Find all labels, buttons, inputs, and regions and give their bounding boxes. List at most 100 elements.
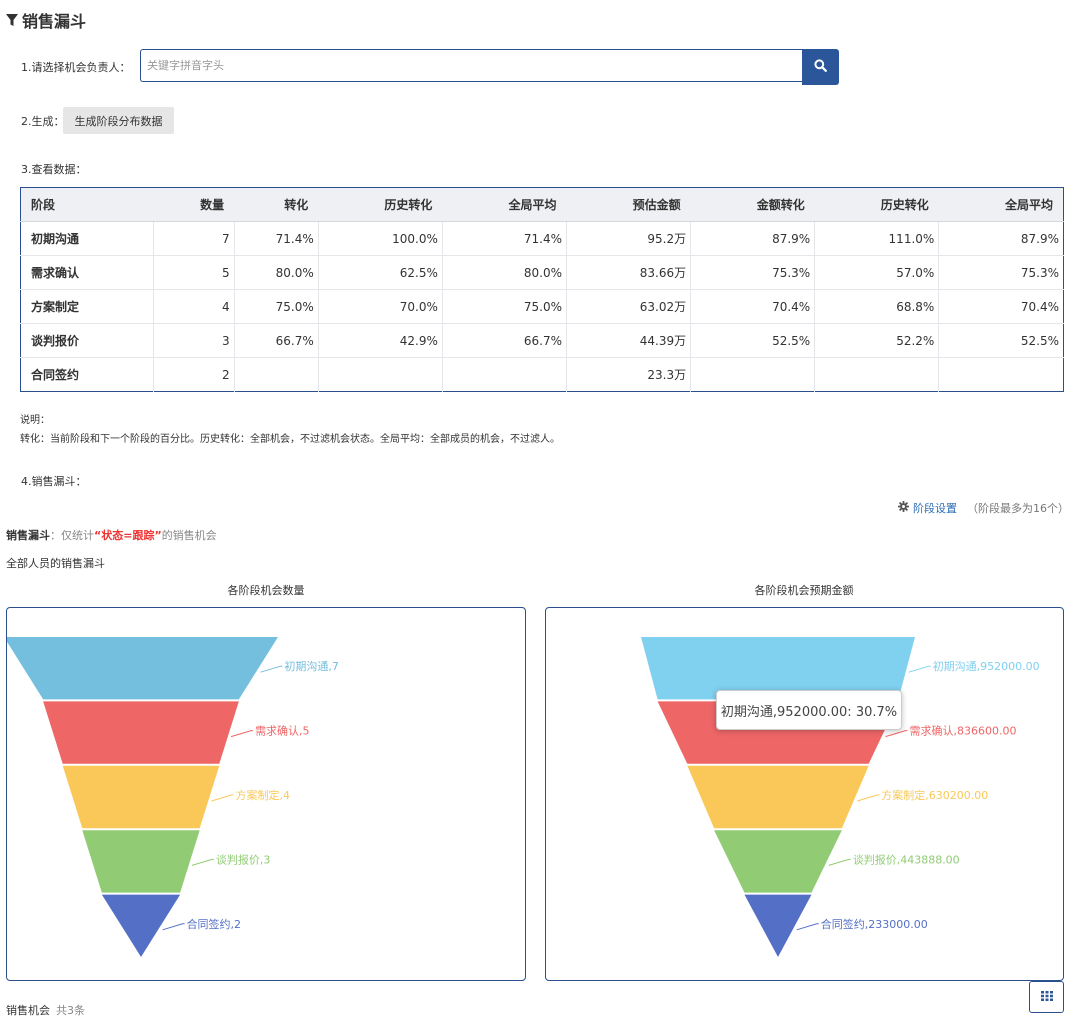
footer-count: 共3条 [56,1004,85,1017]
funnel-label-line [162,923,185,931]
funnel-desc-label: 销售漏斗 [6,529,50,542]
funnel-label: 谈判报价,443888.00 [853,852,960,866]
col-header: 预估金额 [566,187,691,222]
table-cell: 需求确认 [20,255,154,290]
table-cell: 87.9% [938,221,1064,256]
funnel-label-line [230,730,254,738]
grid-view-button[interactable] [1029,981,1064,1013]
table-cell: 5 [153,255,235,290]
stage-settings: 阶段设置 （阶段最多为16个） [898,500,1069,516]
scope-label: 全部人员的销售漏斗 [6,557,105,570]
funnel-label-line [796,923,819,931]
table-cell: 75.3% [690,255,816,290]
table-cell: 68.8% [814,289,940,324]
funnel-segment[interactable] [641,637,915,700]
table-cell: 87.9% [690,221,816,256]
search-icon [814,59,827,75]
table-cell: 52.5% [938,323,1064,358]
table-cell: 初期沟通 [20,221,154,256]
table-row: 合同签约 2 23.3万 [20,357,1064,392]
table-cell: 71.4% [442,221,567,256]
grid-icon [1040,990,1053,1004]
table-cell: 3 [153,323,235,358]
opportunities-footer: 销售机会 共3条 [6,1002,85,1018]
footer-label: 销售机会 [6,1004,50,1017]
table-cell: 合同签约 [20,357,154,392]
stage-data-table: 阶段 数量 转化 历史转化 全局平均 预估金额 金额转化 历史转化 全局平均 初… [20,187,1064,392]
chart-title-amount: 各阶段机会预期金额 [754,584,854,597]
funnel-label-line [191,858,214,866]
funnel-label: 初期沟通,952000.00 [933,659,1040,673]
funnel-segment[interactable] [744,894,812,957]
funnel-segment[interactable] [82,830,200,893]
table-cell: 谈判报价 [20,323,154,358]
table-cell: 70.4% [690,289,816,324]
table-cell: 80.0% [442,255,567,290]
stage-settings-link[interactable]: 阶段设置 [913,502,957,515]
generate-stage-data-button[interactable]: 生成阶段分布数据 [63,107,174,134]
table-row: 方案制定 4 75.0% 70.0% 75.0% 63.02万 70.4% 68… [20,289,1064,324]
stage-settings-hint: （阶段最多为16个） [967,502,1069,515]
funnel-label: 需求确认,5 [255,725,309,738]
notes-title: 说明： [20,415,50,426]
chart-title-count: 各阶段机会数量 [227,584,305,597]
funnel-label-line [908,665,931,673]
table-cell: 2 [153,357,235,392]
table-cell: 66.7% [234,323,319,358]
table-cell: 52.2% [814,323,940,358]
table-cell [939,358,1064,392]
funnel-label: 需求确认,836600.00 [910,725,1017,738]
col-header: 转化 [234,187,319,222]
funnel-segment[interactable] [43,701,239,764]
table-cell: 70.0% [318,289,443,324]
table-header-row: 阶段 数量 转化 历史转化 全局平均 预估金额 金额转化 历史转化 全局平均 [20,187,1064,222]
funnel-chart-count: 初期沟通,7 需求确认,5 方案制定,4 谈判报价,3 合同签约,2 [4,637,339,957]
table-row: 需求确认 5 80.0% 62.5% 80.0% 83.66万 75.3% 57… [20,255,1064,290]
step1-label: 1.请选择机会负责人： [21,61,131,74]
table-cell: 80.0% [234,255,319,290]
table-cell: 52.5% [690,323,816,358]
funnel-label-line [885,730,908,738]
funnel-label: 方案制定,4 [236,788,291,802]
funnel-chart-amount: 初期沟通,952000.00 需求确认,836600.00 方案制定,630200.… [641,637,1040,957]
table-cell: 63.02万 [566,289,692,324]
step4-label: 4.销售漏斗： [21,475,87,488]
table-cell: 100.0% [318,221,443,256]
table-cell [234,357,319,392]
col-header: 阶段 [20,187,154,222]
table-cell: 44.39万 [566,323,692,358]
table-cell: 42.9% [318,323,443,358]
funnel-label: 合同签约,233000.00 [821,917,928,931]
notes: 说明： 转化：当前阶段和下一个阶段的百分比。历史转化：全部机会，不过滤机会状态。… [20,411,560,449]
table-cell [690,357,816,392]
funnel-label: 合同签约,2 [187,917,242,931]
table-cell: 7 [153,221,235,256]
funnel-segment[interactable] [101,894,181,957]
funnel-description: 销售漏斗：仅统计“状态=跟踪”的销售机会 [6,527,217,543]
funnel-label: 方案制定,630200.00 [881,788,988,802]
funnel-segment[interactable] [714,830,842,893]
col-header: 历史转化 [318,187,443,222]
funnel-label-line [260,665,283,673]
table-cell: 70.4% [938,289,1064,324]
step2-label: 2.生成： [21,115,65,128]
table-cell [318,357,443,392]
filter-icon [6,13,18,27]
funnel-label-line [828,858,851,866]
funnel-segment[interactable] [4,637,278,700]
funnel-desc-suffix: 的销售机会 [161,529,217,542]
col-header: 数量 [153,187,235,222]
table-cell: 71.4% [234,221,319,256]
table-cell: 95.2万 [566,221,692,256]
owner-search-input[interactable] [140,49,802,82]
table-cell: 111.0% [814,221,940,256]
gear-icon[interactable] [898,501,909,515]
table-cell: 75.0% [234,289,319,324]
search-button[interactable] [802,49,839,85]
table-cell: 62.5% [318,255,443,290]
table-cell: 75.0% [442,289,567,324]
funnel-segment[interactable] [687,765,869,829]
funnel-label: 初期沟通,7 [284,659,339,673]
funnel-segment[interactable] [62,765,220,829]
table-cell [442,357,567,392]
